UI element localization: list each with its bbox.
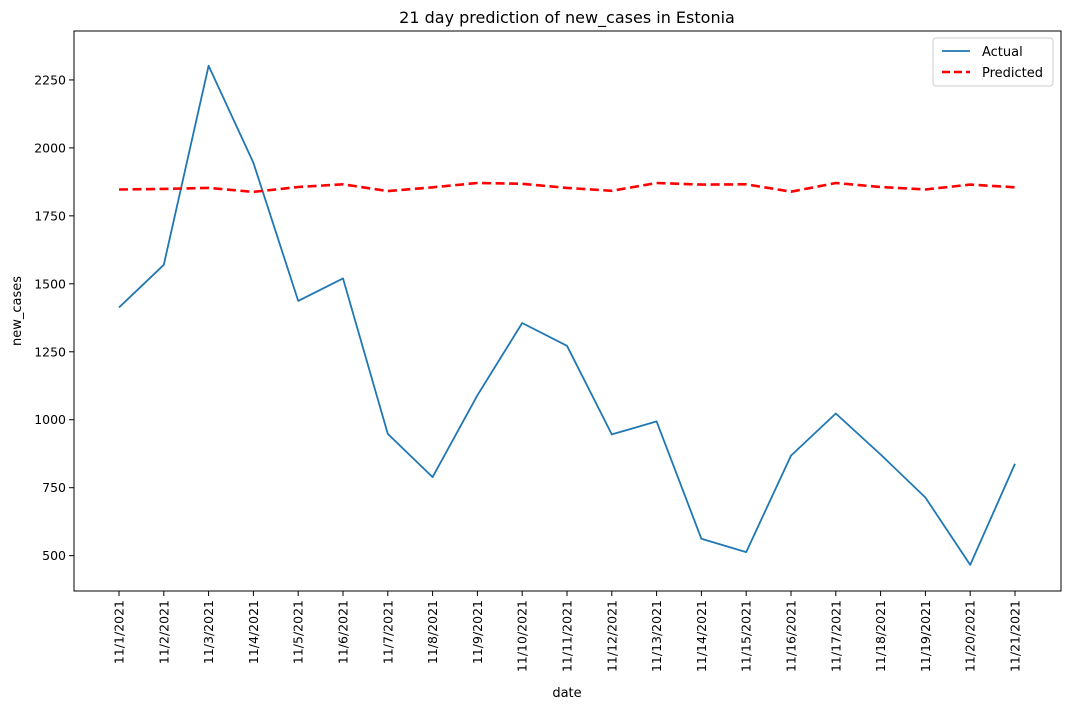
x-tick-label: 11/20/2021 [963, 600, 978, 672]
x-tick-label: 11/9/2021 [470, 600, 485, 664]
x-tick-label: 11/16/2021 [784, 600, 799, 672]
x-tick-label: 11/8/2021 [425, 600, 440, 664]
x-tick-label: 11/2/2021 [156, 600, 171, 664]
x-tick-label: 11/19/2021 [918, 600, 933, 672]
x-axis-label: date [552, 686, 581, 701]
x-axis: 11/1/2021 11/2/2021 11/3/2021 11/4/2021 11/5… [112, 591, 1023, 672]
x-tick-label: 11/1/2021 [112, 600, 127, 664]
y-tick-label: 1750 [34, 208, 66, 223]
x-tick-label: 11/12/2021 [604, 600, 619, 672]
y-tick-label: 2250 [34, 72, 66, 87]
x-tick-label: 11/6/2021 [336, 600, 351, 664]
x-tick-label: 11/21/2021 [1008, 600, 1023, 672]
legend-label-actual: Actual [982, 45, 1023, 60]
x-tick-label: 11/10/2021 [515, 600, 530, 672]
x-tick-label: 11/7/2021 [380, 600, 395, 664]
y-axis-label: new_cases [10, 276, 25, 346]
y-tick-label: 500 [42, 548, 66, 563]
x-tick-label: 11/4/2021 [246, 600, 261, 664]
x-tick-label: 11/5/2021 [291, 600, 306, 664]
y-tick-label: 1000 [34, 412, 66, 427]
chart-title: 21 day prediction of new_cases in Estoni… [399, 8, 735, 28]
plot-area-frame [73, 30, 1062, 592]
x-tick-label: 11/15/2021 [739, 600, 754, 672]
x-tick-label: 11/17/2021 [828, 600, 843, 672]
series-line-predicted [118, 181, 1016, 194]
x-tick-label: 11/13/2021 [649, 600, 664, 672]
y-tick-label: 1250 [34, 344, 66, 359]
y-tick-label: 1500 [34, 276, 66, 291]
series-layer [118, 64, 1016, 566]
series-line-actual [118, 64, 1016, 566]
x-tick-label: 11/11/2021 [560, 600, 575, 672]
legend-box [932, 37, 1054, 87]
legend: Actual Predicted [932, 37, 1054, 87]
legend-label-predicted: Predicted [982, 66, 1043, 81]
x-tick-label: 11/18/2021 [873, 600, 888, 672]
y-tick-label: 2000 [34, 140, 66, 155]
y-tick-label: 750 [42, 480, 66, 495]
x-tick-label: 11/3/2021 [201, 600, 216, 664]
y-axis: 500 750 1000 1250 1500 1750 2000 2250 [34, 72, 74, 563]
x-tick-label: 11/14/2021 [694, 600, 709, 672]
